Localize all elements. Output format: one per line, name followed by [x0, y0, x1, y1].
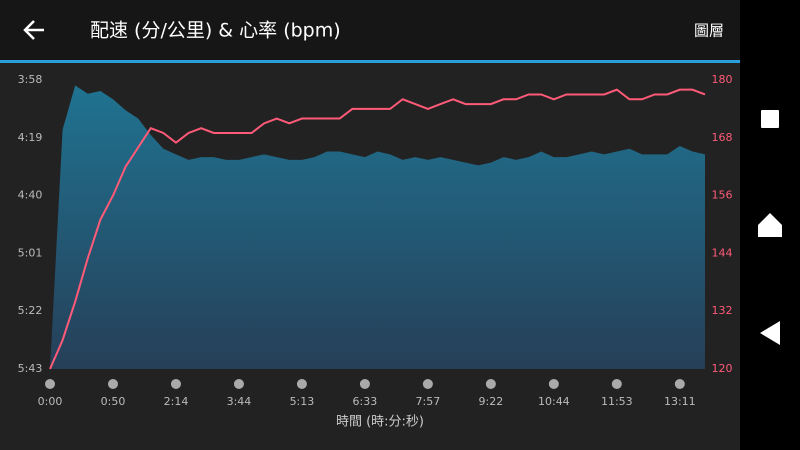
x-tick-label: 9:22: [479, 395, 504, 408]
x-tick-label: 3:44: [227, 395, 252, 408]
recents-button[interactable]: [761, 110, 779, 128]
app-bar: [0, 0, 740, 60]
y-tick-label: 4:19: [18, 131, 43, 144]
y2-tick-label: 156: [712, 189, 733, 202]
x-tick-label: 2:14: [164, 395, 189, 408]
x-tick-dot: [170, 379, 181, 389]
x-tick-dot: [296, 379, 307, 389]
x-tick-dot: [422, 379, 433, 389]
x-tick-dot: [233, 379, 244, 389]
y2-tick-label: 132: [712, 304, 733, 317]
chart: 3:58 4:19 4:40 5:01 5:22 5:43 120 132 144 156 168 1…: [18, 73, 733, 408]
x-axis-title: 時間 (時:分:秒): [336, 415, 424, 430]
x-tick-label: 7:57: [416, 395, 441, 408]
x-tick-label: 6:33: [353, 395, 378, 408]
nav-back-button[interactable]: [760, 321, 780, 345]
y-tick-label: 4:40: [18, 189, 43, 202]
layers-button[interactable]: 圖層: [694, 22, 724, 40]
x-tick-label: 13:11: [664, 395, 696, 408]
y2-tick-label: 180: [712, 73, 733, 86]
x-tick-dot: [107, 379, 118, 389]
x-tick-dot: [485, 379, 496, 389]
x-tick-label: 0:00: [38, 395, 63, 408]
y2-tick-label: 144: [712, 246, 733, 259]
x-tick-label: 11:53: [601, 395, 633, 408]
x-tick-dot: [674, 379, 685, 389]
x-tick-dot: [45, 379, 55, 389]
x-tick-dot: [548, 379, 559, 389]
y2-tick-label: 120: [712, 362, 733, 375]
back-button[interactable]: [23, 20, 44, 40]
x-tick-label: 10:44: [538, 395, 570, 408]
x-tick-label: 5:13: [290, 395, 315, 408]
x-tick-dot: [359, 379, 370, 389]
x-tick-label: 0:50: [101, 395, 126, 408]
home-button[interactable]: [758, 213, 782, 237]
app-bar-accent: [0, 60, 740, 63]
page-title: 配速 (分/公里) & 心率 (bpm): [90, 20, 341, 42]
back-arrow[interactable]: [23, 20, 44, 40]
y-tick-label: 3:58: [18, 73, 43, 86]
pace-area: [50, 85, 705, 369]
heart-rate-line: [49, 88, 706, 370]
y-tick-label: 5:43: [18, 362, 43, 375]
x-tick-dot: [611, 379, 622, 389]
y-tick-label: 5:01: [18, 246, 43, 259]
y-tick-label: 5:22: [18, 304, 43, 317]
y2-tick-label: 168: [712, 131, 733, 144]
